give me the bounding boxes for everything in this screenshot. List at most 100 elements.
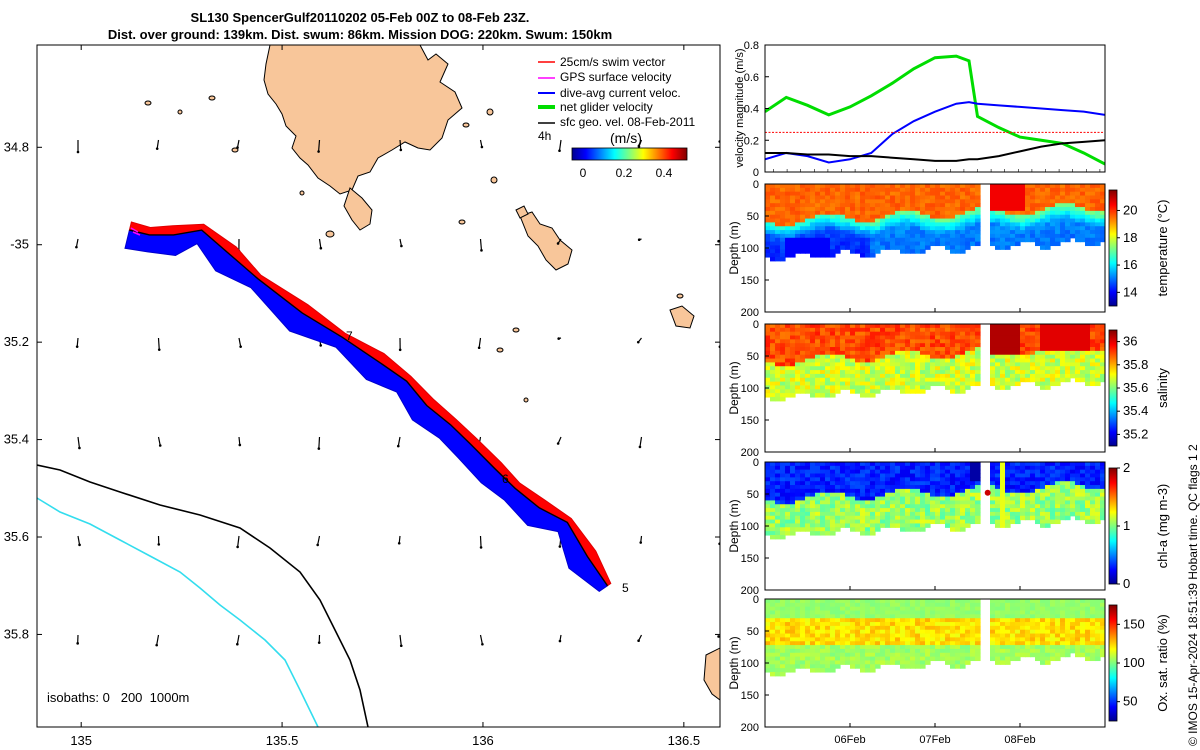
section-cell xyxy=(945,218,951,223)
section-cell xyxy=(860,339,866,344)
section-cell xyxy=(945,633,951,638)
section-cell xyxy=(945,245,951,250)
section-cell xyxy=(930,625,936,631)
section-cell xyxy=(810,222,816,227)
section-cell xyxy=(1075,618,1081,623)
section-cell xyxy=(955,233,961,239)
section-cell xyxy=(875,660,881,665)
section-cell xyxy=(900,633,906,638)
section-cell xyxy=(855,614,861,619)
section-cell xyxy=(1055,233,1061,239)
section-cell xyxy=(1075,350,1081,356)
section-cell xyxy=(1075,195,1081,200)
section-cell xyxy=(810,191,816,197)
section-cell xyxy=(905,381,911,387)
section-cell xyxy=(830,184,836,189)
section-cell xyxy=(995,241,1001,247)
section-cell xyxy=(1015,652,1021,658)
section-cell xyxy=(780,199,786,204)
section-cell xyxy=(970,610,976,615)
section-cell xyxy=(840,629,846,635)
velocity-panel[interactable]: 00.20.40.60.8 velocity magnitude (m/s) xyxy=(734,40,1106,179)
section-cell xyxy=(945,523,951,528)
section-cell xyxy=(880,373,886,379)
section-cell xyxy=(975,515,981,521)
section-cell xyxy=(790,237,796,243)
section-cell xyxy=(1085,237,1091,243)
velocity-series-dive-avg-current-veloc- xyxy=(765,101,1105,164)
section-cell xyxy=(765,370,771,375)
section-cell xyxy=(815,622,821,627)
section-cell xyxy=(785,184,791,189)
section-cell xyxy=(805,515,811,521)
section-cell xyxy=(875,465,881,471)
section-cell xyxy=(1010,191,1016,197)
section-cell xyxy=(875,389,881,394)
section-cell xyxy=(820,249,826,254)
section-cell xyxy=(1020,354,1026,360)
section-cell xyxy=(930,641,936,646)
section-cell xyxy=(1085,366,1091,371)
section-cell xyxy=(1065,327,1071,333)
section-cell xyxy=(790,218,796,223)
section-cell xyxy=(795,648,801,654)
section-cell xyxy=(1085,492,1091,498)
section-cell xyxy=(995,599,1001,604)
section-cell xyxy=(935,358,941,363)
section-cell xyxy=(805,339,811,344)
section-cell xyxy=(860,358,866,363)
section-cell xyxy=(860,366,866,371)
section-cell xyxy=(860,637,866,642)
section-cell xyxy=(840,327,846,333)
track-map[interactable]: 5 6 7 isobaths: 0 200 1000m 135 135.5 136 1… xyxy=(4,44,723,748)
section-cell xyxy=(895,222,901,227)
section-cell xyxy=(1045,660,1051,665)
section-cell xyxy=(805,184,811,189)
section-cell xyxy=(1065,366,1071,371)
section-cell xyxy=(1085,184,1091,189)
section-cell xyxy=(1005,237,1011,243)
section-cell xyxy=(770,534,776,540)
section-cell xyxy=(970,218,976,223)
section-cell xyxy=(1035,462,1041,467)
section-cell xyxy=(820,362,826,367)
section-cell xyxy=(1000,358,1006,363)
section-cell xyxy=(870,339,876,344)
section-cell xyxy=(765,527,771,532)
section-cell xyxy=(860,473,866,478)
section-cell xyxy=(1045,645,1051,650)
section-cell xyxy=(835,218,841,223)
section-cell xyxy=(775,523,781,528)
section-cell xyxy=(815,343,821,348)
section-cell xyxy=(955,606,961,612)
section-cell xyxy=(770,324,776,329)
section-xtick-label: 06Feb xyxy=(834,734,865,746)
section-cell xyxy=(1005,335,1011,340)
section-cell xyxy=(920,207,926,212)
section-cell xyxy=(1080,214,1086,220)
section-cell xyxy=(840,515,846,521)
section-cell xyxy=(820,648,826,654)
section-cell xyxy=(1095,218,1101,223)
section-cell xyxy=(1005,187,1011,193)
section-cell xyxy=(1055,606,1061,612)
section-cell xyxy=(770,668,776,673)
section-cell xyxy=(935,648,941,654)
section-cell xyxy=(1100,648,1105,654)
section-cell xyxy=(1080,347,1086,352)
section-cell xyxy=(1030,237,1036,243)
section-cell xyxy=(925,515,931,521)
section-cell xyxy=(1010,614,1016,619)
section-cell xyxy=(780,354,786,360)
section-cell xyxy=(825,377,831,383)
section-cell xyxy=(890,214,896,220)
section-cell xyxy=(765,241,771,247)
section-cell xyxy=(765,668,771,673)
section-cell xyxy=(810,385,816,390)
section-cell xyxy=(790,633,796,638)
section-cell xyxy=(810,606,816,612)
